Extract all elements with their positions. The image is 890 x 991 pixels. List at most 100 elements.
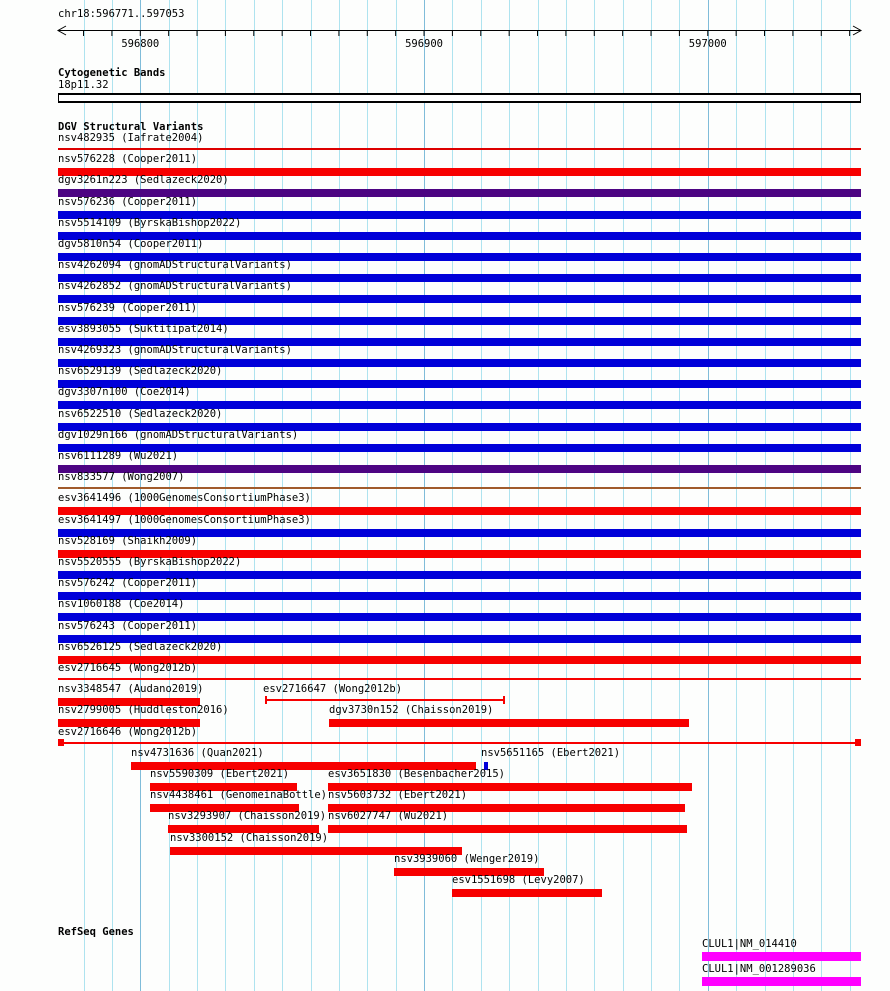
variant-label[interactable]: dgv1029n166 (gnomADStructuralVariants) — [58, 429, 299, 441]
variant-label[interactable]: nsv4438461 (GenomeinaBottle) — [150, 789, 328, 801]
variant-bar[interactable] — [168, 825, 319, 833]
variant-label[interactable]: esv1551698 (Levy2007) — [452, 874, 585, 886]
variant-bar[interactable] — [58, 613, 861, 621]
variant-bar[interactable] — [58, 274, 861, 282]
ruler-coordinate-label: 596900 — [405, 38, 443, 50]
variant-label[interactable]: nsv6529139 (Sedlazeck2020) — [58, 365, 223, 377]
variant-bar[interactable] — [58, 529, 861, 537]
variant-bar[interactable] — [329, 719, 689, 727]
variant-bar[interactable] — [328, 783, 692, 791]
variant-label[interactable]: nsv2799005 (Huddleston2016) — [58, 704, 229, 716]
variant-label[interactable]: nsv3939060 (Wenger2019) — [394, 853, 540, 865]
gene-bar[interactable] — [702, 952, 861, 961]
gridline-minor — [254, 0, 255, 991]
variant-label[interactable]: dgv5810n54 (Cooper2011) — [58, 238, 204, 250]
gene-label[interactable]: CLUL1|NM_014410 — [702, 938, 797, 950]
ruler-coordinate-label: 597000 — [689, 38, 727, 50]
gridline-minor — [339, 0, 340, 991]
variant-bar[interactable] — [452, 889, 602, 897]
variant-bar[interactable] — [58, 507, 861, 515]
variant-bar[interactable] — [150, 783, 297, 791]
variant-bar[interactable] — [58, 359, 861, 367]
variant-bar[interactable] — [58, 719, 200, 727]
variant-label[interactable]: nsv6111289 (Wu2021) — [58, 450, 179, 462]
variant-bar[interactable] — [58, 232, 861, 240]
variant-label[interactable]: nsv5651165 (Ebert2021) — [481, 747, 621, 759]
variant-bar[interactable] — [58, 550, 861, 558]
variant-bar[interactable] — [131, 762, 476, 770]
variant-bar[interactable] — [58, 317, 861, 325]
variant-label[interactable]: dgv3307n100 (Coe2014) — [58, 386, 191, 398]
variant-label[interactable]: esv2716645 (Wong2012b) — [58, 662, 198, 674]
variant-bar[interactable] — [150, 804, 299, 812]
variant-label[interactable]: nsv4262094 (gnomADStructuralVariants) — [58, 259, 292, 271]
variant-bar[interactable] — [170, 847, 462, 855]
variant-line-endcap — [503, 696, 505, 704]
variant-label[interactable]: nsv5590309 (Ebert2021) — [150, 768, 290, 780]
variant-label[interactable]: nsv576228 (Cooper2011) — [58, 153, 198, 165]
variant-label[interactable]: nsv576242 (Cooper2011) — [58, 577, 198, 589]
variant-label[interactable]: nsv482935 (Iafrate2004) — [58, 132, 204, 144]
variant-bar[interactable] — [58, 253, 861, 261]
variant-label[interactable]: nsv576236 (Cooper2011) — [58, 196, 198, 208]
variant-line[interactable] — [58, 487, 861, 489]
gridline-minor — [594, 0, 595, 991]
variant-label[interactable]: esv3641497 (1000GenomesConsortiumPhase3) — [58, 514, 311, 526]
variant-label[interactable]: nsv4269323 (gnomADStructuralVariants) — [58, 344, 292, 356]
gridline-minor — [84, 0, 85, 991]
variant-label[interactable]: nsv4731636 (Quan2021) — [131, 747, 264, 759]
variant-bar[interactable] — [394, 868, 544, 876]
gene-bar[interactable] — [702, 977, 861, 986]
variant-label[interactable]: esv2716646 (Wong2012b) — [58, 726, 198, 738]
variant-label[interactable]: nsv5520555 (ByrskaBishop2022) — [58, 556, 242, 568]
cytoband-box[interactable] — [58, 93, 861, 103]
variant-label[interactable]: nsv1060188 (Coe2014) — [58, 598, 185, 610]
gridline-minor — [452, 0, 453, 991]
variant-point[interactable] — [484, 762, 488, 770]
variant-line[interactable] — [265, 699, 505, 701]
variant-bar[interactable] — [58, 168, 861, 176]
variant-bar[interactable] — [58, 401, 861, 409]
variant-label[interactable]: nsv5514109 (ByrskaBishop2022) — [58, 217, 242, 229]
variant-label[interactable]: dgv3730n152 (Chaisson2019) — [329, 704, 494, 716]
variant-bar[interactable] — [58, 380, 861, 388]
variant-line[interactable] — [58, 742, 861, 744]
variant-bar[interactable] — [58, 465, 861, 473]
variant-bar[interactable] — [58, 656, 861, 664]
variant-label[interactable]: nsv6522510 (Sedlazeck2020) — [58, 408, 223, 420]
variant-bar[interactable] — [58, 189, 861, 197]
variant-label[interactable]: nsv3300152 (Chaisson2019) — [170, 832, 329, 844]
variant-label[interactable]: esv3893055 (Suktitipat2014) — [58, 323, 229, 335]
variant-bar[interactable] — [58, 338, 861, 346]
variant-bar[interactable] — [58, 423, 861, 431]
variant-label[interactable]: nsv5603732 (Ebert2021) — [328, 789, 468, 801]
variant-label[interactable]: esv2716647 (Wong2012b) — [263, 683, 403, 695]
variant-bar[interactable] — [58, 571, 861, 579]
variant-bar[interactable] — [58, 698, 200, 706]
variant-line[interactable] — [58, 678, 861, 680]
variant-bar[interactable] — [58, 211, 861, 219]
variant-bar[interactable] — [328, 825, 687, 833]
variant-bar[interactable] — [58, 635, 861, 643]
gridline-minor — [793, 0, 794, 991]
variant-label[interactable]: nsv833577 (Wong2007) — [58, 471, 185, 483]
variant-bar[interactable] — [328, 804, 685, 812]
variant-bar[interactable] — [58, 295, 861, 303]
variant-label[interactable]: nsv576239 (Cooper2011) — [58, 302, 198, 314]
variant-label[interactable]: nsv6027747 (Wu2021) — [328, 810, 449, 822]
variant-label[interactable]: nsv3293907 (Chaisson2019) — [168, 810, 327, 822]
variant-bar[interactable] — [58, 592, 861, 600]
variant-label[interactable]: nsv576243 (Cooper2011) — [58, 620, 198, 632]
variant-line[interactable] — [58, 148, 861, 150]
gene-label[interactable]: CLUL1|NM_001289036 — [702, 963, 816, 975]
variant-label[interactable]: nsv528169 (Shaikh2009) — [58, 535, 198, 547]
variant-bar[interactable] — [58, 444, 861, 452]
variant-label[interactable]: esv3651830 (Besenbacher2015) — [328, 768, 506, 780]
variant-label[interactable]: nsv4262852 (gnomADStructuralVariants) — [58, 280, 292, 292]
variant-label[interactable]: nsv6526125 (Sedlazeck2020) — [58, 641, 223, 653]
variant-label[interactable]: dgv3261n223 (Sedlazeck2020) — [58, 174, 229, 186]
variant-label[interactable]: esv3641496 (1000GenomesConsortiumPhase3) — [58, 492, 311, 504]
variant-label[interactable]: nsv3348547 (Audano2019) — [58, 683, 204, 695]
variant-line-endcap — [265, 696, 267, 704]
variant-line-endsquare — [58, 739, 64, 746]
